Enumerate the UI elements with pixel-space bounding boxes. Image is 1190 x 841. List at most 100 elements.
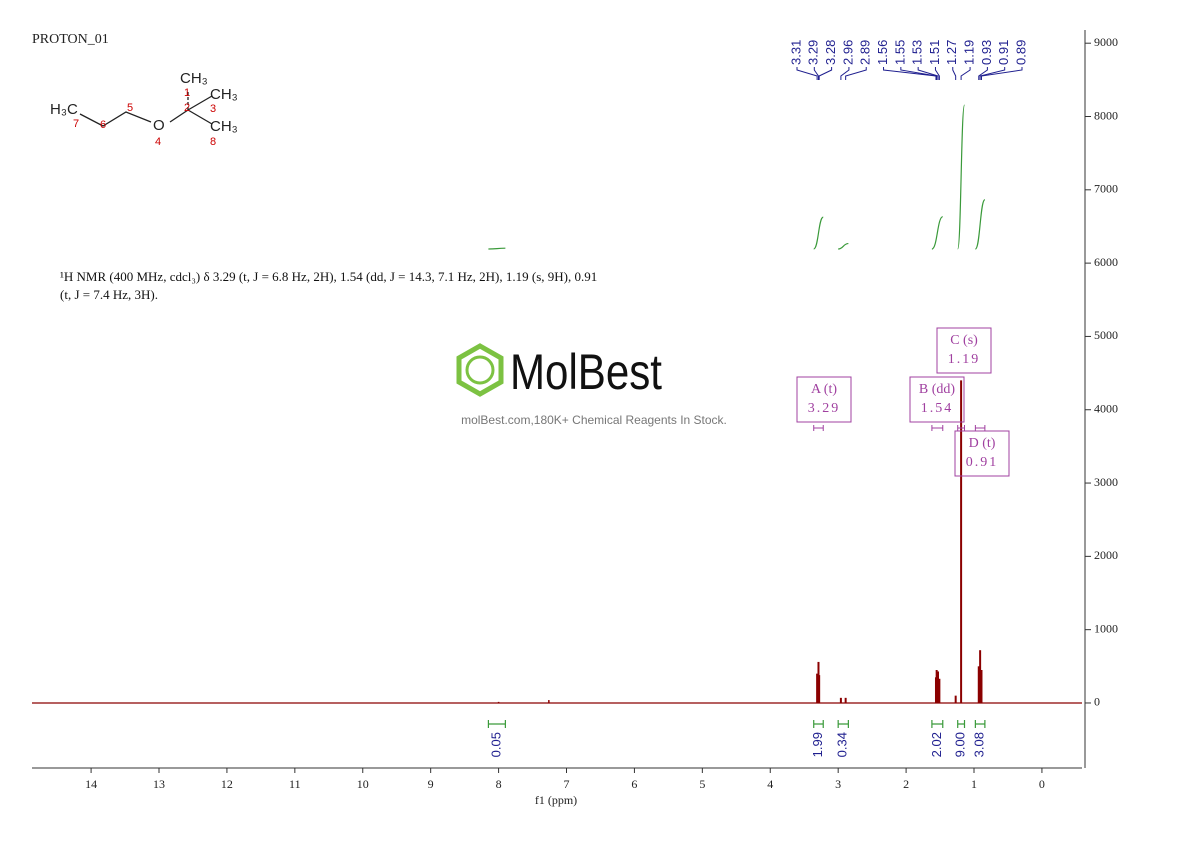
x-tick-label: 6 [631, 777, 637, 791]
multiplet-label: A (t) [811, 382, 837, 397]
integral-bracket [974, 720, 986, 728]
peak-connector [900, 67, 938, 80]
atom-number: 8 [210, 136, 216, 148]
atom-number: 2 [184, 102, 190, 114]
peak-connector [917, 67, 939, 80]
integral-curve [974, 199, 986, 250]
atom-number: 1 [184, 87, 190, 99]
multiplet-shift: 0.91 [966, 455, 999, 470]
multiplet-box [954, 430, 1010, 477]
multiplet-shift: 1.54 [921, 401, 954, 416]
multiplet-range [957, 425, 966, 431]
multiplet-label: C (s) [950, 333, 978, 348]
x-tick-label: 12 [221, 777, 233, 791]
integral-bracket [957, 720, 966, 728]
atom: CH₃ [210, 118, 238, 135]
peak-connector [796, 67, 818, 80]
structure-bonds [79, 90, 213, 127]
atom-number: 4 [155, 136, 161, 148]
atom: H₃C [50, 101, 78, 118]
multiplet-range [931, 425, 944, 431]
integral-label: 9.00 [953, 732, 968, 757]
watermark-logo [456, 343, 504, 397]
peak-label: 0.93 [979, 40, 994, 65]
peak-connector [978, 67, 988, 80]
integral-bracket [837, 720, 849, 728]
peak-connector [840, 67, 850, 80]
atom-number: 6 [100, 119, 106, 131]
y-tick-label: 8000 [1094, 108, 1118, 122]
atom: CH₃ [180, 70, 208, 87]
x-tick-label: 4 [767, 777, 773, 791]
atom-number: 3 [210, 103, 216, 115]
multiplet-box [936, 327, 992, 374]
multiplet-label: B (dd) [919, 382, 956, 397]
peak-label: 0.91 [996, 40, 1011, 65]
y-tick-label: 6000 [1094, 255, 1118, 269]
atom-number: 7 [73, 118, 79, 130]
integral-label: 3.08 [972, 732, 987, 757]
y-tick-label: 1000 [1094, 621, 1118, 635]
y-tick-label: 3000 [1094, 475, 1118, 489]
peak-connector [960, 67, 971, 80]
peak-label: 1.27 [944, 40, 959, 65]
x-tick-label: 11 [289, 777, 301, 791]
peak-label: 1.51 [927, 40, 942, 65]
peak-label: 1.19 [962, 40, 977, 65]
x-tick-label: 5 [699, 777, 705, 791]
x-tick-label: 1 [971, 777, 977, 791]
peak-label: 3.28 [823, 40, 838, 65]
y-tick-label: 9000 [1094, 35, 1118, 49]
peak-connector [845, 67, 867, 80]
peak-connector [934, 67, 940, 80]
integral-curve [813, 216, 824, 250]
integral-curve [931, 216, 944, 250]
integral-label: 0.05 [488, 732, 503, 757]
x-tick-label: 9 [428, 777, 434, 791]
integral-bracket [487, 720, 506, 728]
peak-connector [980, 67, 1023, 80]
multiplet-range [813, 425, 824, 431]
y-tick-label: 7000 [1094, 182, 1118, 196]
integral-label: 2.02 [929, 732, 944, 757]
peak-connector [818, 67, 833, 80]
integral-curve [838, 242, 849, 250]
peak-label: 2.89 [858, 40, 873, 65]
peak-label: 1.53 [910, 40, 925, 65]
x-tick-label: 8 [496, 777, 502, 791]
integral-label: 0.34 [835, 732, 850, 757]
y-tick-label: 4000 [1094, 401, 1118, 415]
peak-label: 1.56 [875, 40, 890, 65]
x-tick-label: 14 [85, 777, 97, 791]
peak-label: 3.31 [788, 40, 803, 65]
integral-curve [957, 104, 966, 250]
multiplet-shift: 1.19 [948, 352, 981, 367]
x-tick-label: 10 [357, 777, 369, 791]
y-tick-label: 0 [1094, 695, 1100, 709]
x-tick-label: 0 [1039, 777, 1045, 791]
x-tick-label: 7 [564, 777, 570, 791]
watermark-tagline: molBest.com,180K+ Chemical Reagents In S… [461, 413, 727, 427]
x-tick-label: 13 [153, 777, 165, 791]
multiplet-range [974, 425, 986, 431]
atom-number: 5 [127, 102, 133, 114]
integral-curve [488, 247, 506, 250]
y-tick-label: 5000 [1094, 328, 1118, 342]
atom: O [153, 117, 165, 134]
multiplet-label: D (t) [969, 436, 996, 451]
multiplet-box [909, 376, 965, 423]
nmr-description: ¹H NMR (400 MHz, cdcl₃) δ 3.29 (t, J = 6… [60, 269, 598, 302]
y-tick-label: 2000 [1094, 548, 1118, 562]
structure: H₃C O CH₃ CH₃ CH₃ 1 2 3 4 5 6 7 8 [50, 70, 238, 148]
peak-label: 2.96 [840, 40, 855, 65]
peak-connector [813, 67, 819, 80]
x-axis-title: f1 (ppm) [535, 793, 577, 807]
atom: CH₃ [210, 86, 238, 103]
x-tick-label: 2 [903, 777, 909, 791]
peak-connector [979, 67, 1006, 80]
integral-label: 1.99 [810, 732, 825, 757]
peak-label: 0.89 [1013, 40, 1028, 65]
peak-label: 1.55 [892, 40, 907, 65]
